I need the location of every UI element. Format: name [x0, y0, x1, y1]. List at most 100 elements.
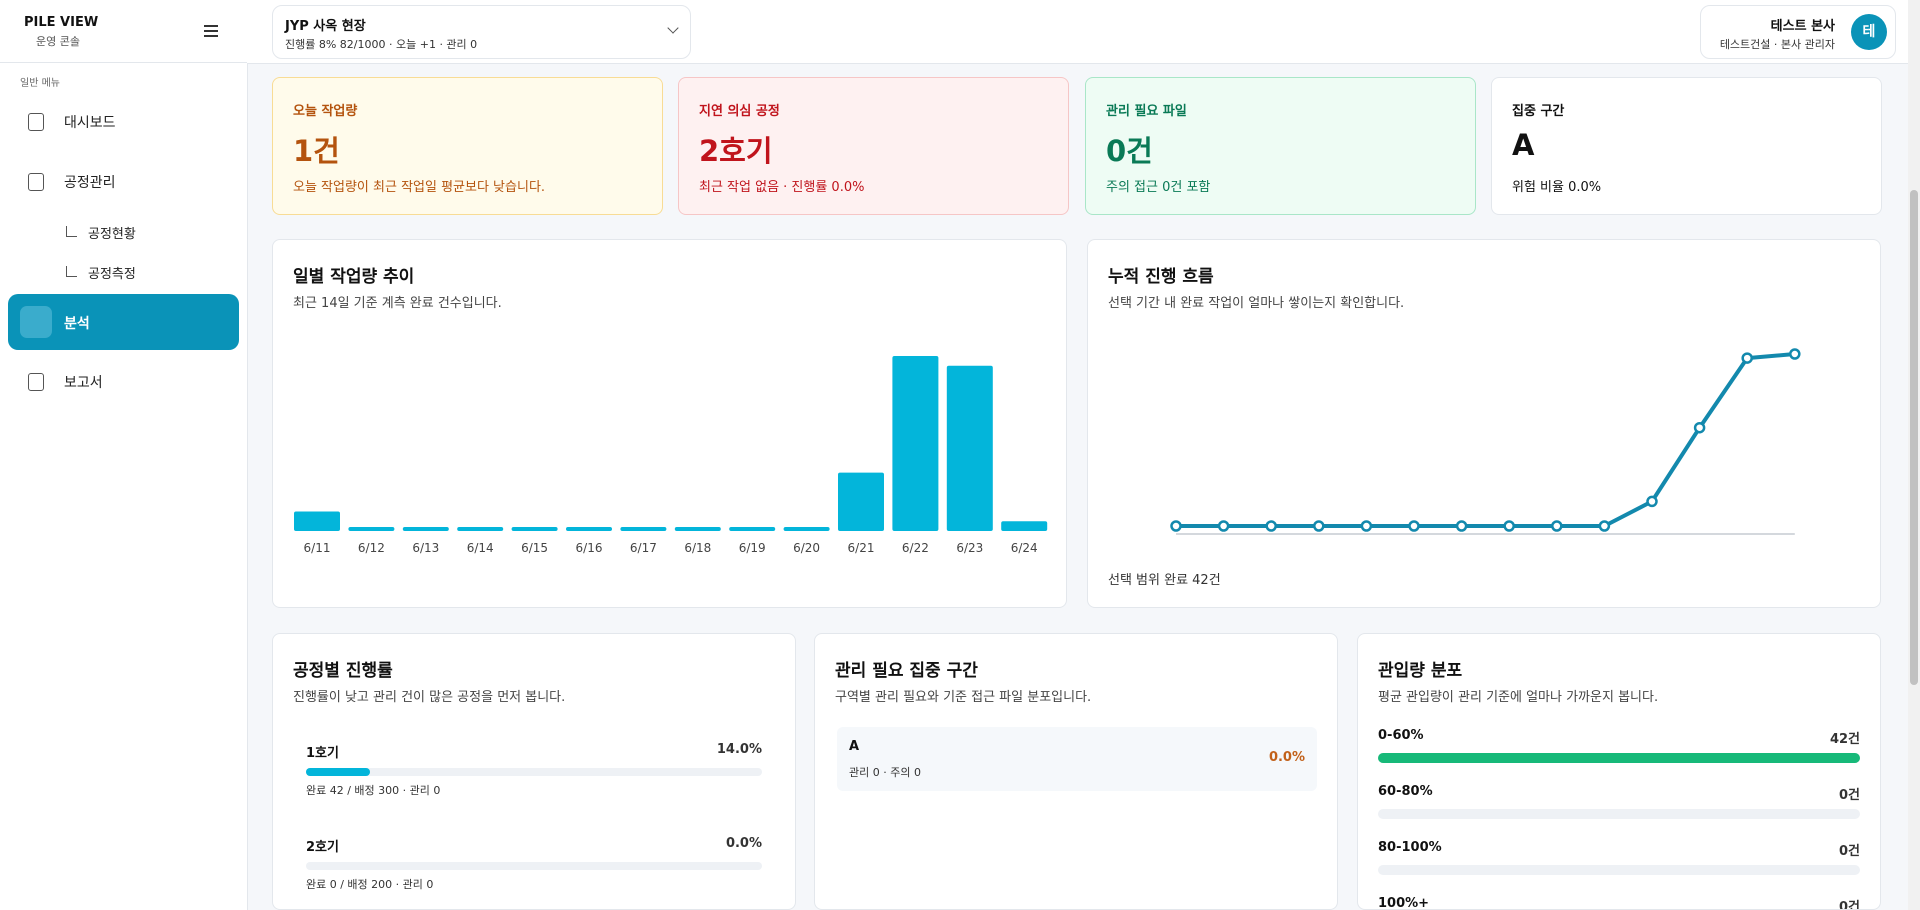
dist-bar: [1378, 753, 1860, 763]
x-tick-label: 6/16: [576, 541, 603, 555]
zone-row: A 관리 0 · 주의 0 0.0%: [837, 727, 1317, 791]
menu-item[interactable]: 보고서: [64, 375, 103, 391]
point: [1693, 421, 1706, 434]
kpi-value: 1건: [293, 134, 340, 168]
bar: [838, 472, 884, 531]
panel-subtitle: 진행률이 낮고 관리 건이 많은 공정을 먼저 봅니다.: [293, 690, 566, 705]
kpi-note: 최근 작업 없음 · 진행률 0.0%: [699, 180, 865, 195]
kpi-card: 집중 구간 A 위험 비율 0.0%: [1491, 77, 1882, 215]
x-tick-label: 6/18: [684, 541, 711, 555]
brand-subtitle: 운영 콘솔: [36, 35, 80, 48]
point: [1551, 520, 1563, 532]
brand: PILE VIEW: [24, 15, 99, 30]
kpi-label: 오늘 작업량: [293, 104, 358, 119]
panel: 관입량 분포 평균 관입량이 관리 기준에 얼마나 가까운지 봅니다. 0-60% 4…: [1357, 633, 1881, 910]
menu-item[interactable]: 분석: [64, 316, 90, 332]
x-tick-label: 6/22: [902, 541, 929, 555]
x-tick-label: 6/14: [467, 541, 494, 555]
bar: [620, 527, 667, 531]
x-tick-label: 6/19: [739, 541, 766, 555]
panel-title: 공정별 진행률: [293, 661, 393, 681]
menu-item[interactable]: 대시보드: [64, 115, 116, 131]
point: [1741, 352, 1753, 364]
panel-subtitle: 선택 기간 내 완료 작업이 얼마나 쌓이는지 확인합니다.: [1108, 296, 1405, 311]
panel-title: 누적 진행 흐름: [1108, 267, 1214, 287]
bar: [892, 356, 939, 531]
dist-track: [1378, 809, 1860, 819]
menu-icon: [28, 373, 44, 391]
panel-title: 관리 필요 집중 구간: [835, 661, 978, 681]
menu-icon: [28, 113, 44, 131]
x-tick-label: 6/11: [304, 541, 331, 555]
range-count: 42건: [1829, 732, 1860, 747]
point: [1598, 520, 1611, 532]
avatar: 테: [1851, 14, 1887, 50]
scrollbar[interactable]: [1908, 0, 1920, 910]
submenu-icon: [66, 226, 77, 237]
site-name: JYP 사옥 현장: [285, 19, 366, 34]
kpi-note: 위험 비율 0.0%: [1512, 180, 1602, 195]
point: [1170, 520, 1182, 532]
progress-track: [306, 768, 762, 776]
submenu-icon: [66, 266, 77, 277]
point: [1789, 348, 1801, 360]
kpi-note: 주의 접근 0건 포함: [1106, 180, 1211, 195]
line: [1176, 352, 1795, 528]
chart-svg: [1170, 348, 1801, 535]
submenu-item[interactable]: 공정현황: [88, 227, 136, 242]
bar: [294, 511, 340, 531]
bar: [729, 527, 776, 531]
bar: [566, 527, 612, 531]
x-tick-label: 6/23: [956, 541, 983, 555]
range-count: 0건: [1838, 788, 1860, 803]
process-name: 1호기: [306, 746, 339, 761]
kpi-label: 관리 필요 파일: [1106, 104, 1187, 119]
point: [1455, 520, 1468, 532]
range-count: 0건: [1838, 844, 1860, 859]
process-name: 2호기: [306, 840, 339, 855]
chart-footer: 선택 범위 완료 42건: [1108, 573, 1221, 588]
divider: [0, 62, 247, 63]
x-tick-label: 6/13: [412, 541, 439, 555]
point: [1646, 495, 1658, 508]
kpi-note: 오늘 작업량이 최근 작업일 평균보다 낮습니다.: [293, 180, 546, 195]
kpi-label: 지연 의심 공정: [699, 104, 780, 119]
menu-icon: [28, 173, 44, 191]
chart-svg: 6/11 6/12 6/13 6/14 6/15 6/16 6/17 6/18 6/19 6/20…: [294, 356, 1048, 555]
submenu-item[interactable]: 공정측정: [88, 267, 136, 282]
x-tick-label: 6/12: [358, 541, 385, 555]
kpi-value: 2호기: [699, 134, 773, 168]
user-meta: 테스트건설 · 본사 관리자: [1719, 38, 1835, 51]
menu-toggle[interactable]: [202, 22, 220, 40]
process-detail: 완료 42 / 배정 300 · 관리 0: [306, 784, 441, 797]
dist-track: [1378, 865, 1860, 875]
site-meta: 진행률 8% 82/1000 · 오늘 +1 · 관리 0: [285, 38, 478, 51]
range-label: 100%+: [1378, 896, 1430, 910]
zone-detail: 관리 0 · 주의 0: [849, 766, 921, 779]
range-label: 0-60%: [1378, 728, 1424, 743]
progress-bar: [306, 768, 370, 776]
point: [1408, 520, 1420, 532]
panel: 일별 작업량 추이 최근 14일 기준 계측 완료 건수입니다. 6/11 6/12 6…: [272, 239, 1067, 608]
range-label: 60-80%: [1378, 784, 1433, 799]
point: [1503, 520, 1515, 532]
process-value: 14.0%: [716, 742, 762, 757]
bar: [348, 527, 395, 531]
sidebar: PILE VIEW 운영 콘솔 일반 메뉴 대시보드 공정관리 공정현황 공정측정 분석 보고서: [0, 0, 248, 910]
kpi-value: A: [1512, 128, 1535, 162]
scroll-thumb[interactable]: [1910, 190, 1918, 685]
menu-item[interactable]: 공정관리: [64, 175, 116, 191]
bar: [402, 527, 449, 531]
menu-icon: [20, 306, 52, 338]
user-name: 테스트 본사: [1770, 19, 1835, 34]
dist-track: [1378, 753, 1860, 763]
